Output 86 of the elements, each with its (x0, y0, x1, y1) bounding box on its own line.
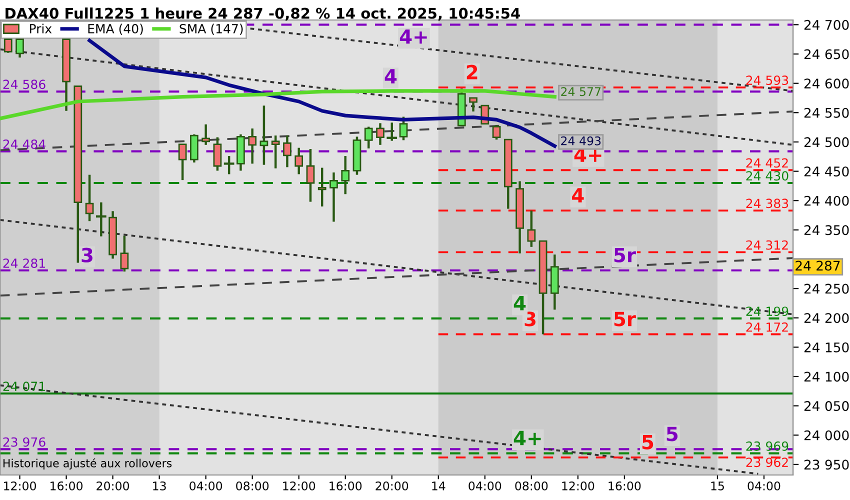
x-tick-label: 20:00 (376, 481, 408, 490)
y-tick-label: 24 250 (804, 284, 849, 294)
candlestick (330, 171, 338, 223)
y-tick-label: 24 350 (804, 225, 849, 236)
data-label: 24 172 (746, 322, 788, 332)
annotation: 24 586 (3, 80, 46, 90)
y-tick-label: 24 000 (804, 430, 849, 440)
x-tick-label: 08:00 (515, 481, 548, 490)
candlestick (527, 209, 536, 248)
annotation: 4 (384, 69, 397, 84)
candlestick (341, 154, 350, 196)
candlestick (318, 166, 326, 208)
y-tick-label: 24 450 (804, 166, 849, 176)
legend-label: SMA (147) (180, 24, 243, 35)
annotation: 4+ (514, 430, 541, 446)
candlestick (376, 122, 384, 146)
ref-line-label: 24 199 (746, 306, 788, 316)
y-tick-label: 24 700 (804, 20, 849, 30)
x-tick-label: 12:00 (283, 481, 316, 490)
x-tick-label: 20:00 (96, 481, 130, 490)
data-label: 24 577 (561, 87, 601, 96)
y-tick-label: 24 650 (804, 49, 849, 60)
y-tick-label: 24 150 (804, 342, 849, 352)
y-tick-label: 24 100 (804, 372, 849, 382)
annotation: 5 (666, 426, 678, 442)
x-tick-label: 16:00 (50, 481, 83, 490)
x-tick-label: 04:00 (190, 481, 222, 490)
x-tick-label: 16:00 (608, 481, 641, 490)
candlestick (4, 36, 12, 54)
annotation: 4+ (400, 29, 427, 44)
annotation: 24 281 (3, 258, 45, 268)
data-label: 24 593 (746, 76, 788, 86)
annotation: 4 (572, 188, 584, 202)
candlestick (213, 136, 222, 172)
line-series (0, 89, 556, 120)
candlestick (271, 134, 280, 170)
x-tick-label: 04:00 (468, 481, 502, 490)
annotation: Historique ajusté aux rollovers (3, 458, 172, 470)
candlestick (16, 36, 24, 59)
annotation: 3 (82, 248, 92, 262)
x-tick-label: 12:00 (4, 481, 36, 490)
data-label: 23 962 (746, 458, 788, 468)
y-tick-label: 24 050 (804, 401, 849, 412)
y-tick-label: 24 550 (804, 108, 849, 118)
x-tick-label: 16:00 (330, 481, 362, 490)
x-tick-label: 15 (711, 482, 724, 490)
candlestick (306, 148, 315, 203)
data-label: 24 452 (746, 158, 788, 168)
data-label: 24 312 (746, 240, 788, 250)
candlestick (85, 174, 94, 222)
chart-title: DAX40 Full1225 1 heure 24 287 -0,82 % 14 oct. 2025, 10:45:54 (6, 8, 520, 21)
annotation: 5r (614, 312, 636, 326)
y-tick-label: 24 400 (804, 196, 849, 206)
candlestick (492, 124, 501, 141)
y-tick-label: 23 950 (804, 460, 849, 470)
y-tick-label: 24 500 (804, 137, 849, 148)
data-label: 24 383 (746, 198, 788, 208)
candlestick (120, 234, 129, 273)
candlestick (248, 127, 257, 165)
x-tick-label: 12:00 (562, 481, 594, 490)
x-tick-label: 08:00 (236, 481, 269, 490)
data-label: 24 493 (561, 136, 601, 146)
text: 24 287 (796, 260, 840, 271)
candlestick (202, 123, 210, 146)
annotation: 23 976 (3, 437, 46, 447)
y-tick-label: 24 600 (804, 78, 849, 89)
annotation: 2 (466, 64, 478, 80)
annotation: 24 484 (3, 139, 46, 149)
annotation: 5r (614, 248, 636, 262)
candlestick (364, 126, 373, 150)
annotation: 5 (642, 435, 654, 450)
x-tick-label: 13 (153, 481, 166, 490)
candlestick (294, 146, 304, 176)
x-tick-label: 14 (432, 482, 446, 490)
x-tick-label: 04:00 (748, 481, 780, 490)
legend-label: EMA (40) (88, 24, 143, 35)
candlestick (469, 96, 478, 113)
candlestick (178, 143, 187, 182)
annotation: 24 071 (3, 382, 45, 392)
y-tick-label: 24 200 (804, 313, 849, 324)
annotation: 4 (514, 296, 526, 310)
legend-label: Prix (30, 24, 52, 34)
ref-line-label: 24 430 (746, 171, 788, 181)
candlestick (283, 134, 292, 168)
candlestick (399, 116, 408, 142)
candlestick (260, 104, 268, 166)
